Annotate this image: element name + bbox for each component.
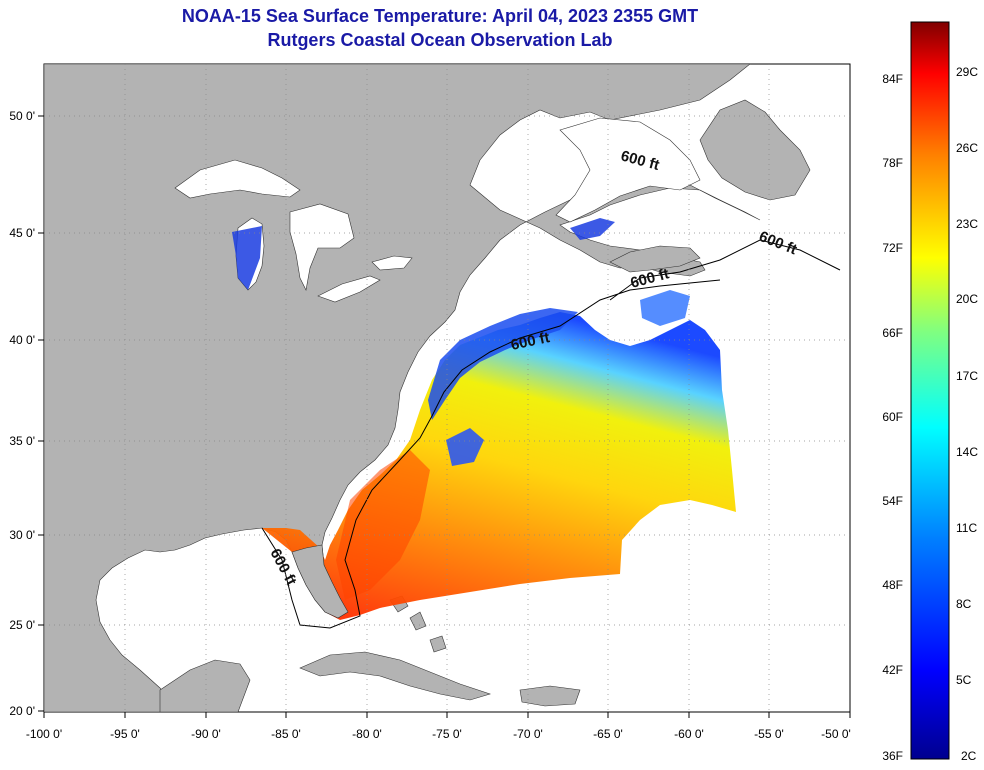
nova-scotia-land: [609, 245, 701, 273]
colorbar-c-label: 14C: [956, 445, 978, 459]
colorbar-f-label: 54F: [882, 494, 903, 508]
lat-label: 35 0': [9, 434, 35, 448]
isobath-600ft: [261, 239, 841, 629]
lake-huron: [289, 203, 355, 291]
cold-patch-4: [570, 218, 615, 240]
lon-label: -80 0': [352, 727, 382, 741]
lon-label: -95 0': [110, 727, 140, 741]
lat-label: 50 0': [9, 109, 35, 123]
newfoundland-land: [699, 99, 811, 201]
lake-erie: [317, 275, 381, 303]
colorbar-c-label: 23C: [956, 217, 978, 231]
lon-label: -100 0': [26, 727, 62, 741]
lake-ontario: [371, 255, 413, 271]
colorbar-c-label: 26C: [956, 141, 978, 155]
colorbar-f-label: 48F: [882, 578, 903, 592]
cold-eddy-2: [232, 226, 262, 290]
colorbar-c-label: 29C: [956, 65, 978, 79]
longitude-labels: -100 0' -95 0' -90 0' -85 0' -80 0' -75 …: [26, 727, 851, 741]
latitude-labels: 50 0' 45 0' 40 0' 35 0' 30 0' 25 0' 20 0…: [9, 109, 35, 718]
colorbar-c-label: 20C: [956, 292, 978, 306]
colorbar-c-label: 17C: [956, 369, 978, 383]
map-subtitle: Rutgers Coastal Ocean Observation Lab: [267, 30, 613, 50]
colorbar-c-label: 11C: [956, 521, 977, 535]
colorbar-c-label: 8C: [956, 597, 972, 611]
lat-label: 20 0': [9, 704, 35, 718]
map-title: NOAA-15 Sea Surface Temperature: April 0…: [181, 6, 699, 26]
colorbar-f-label: 72F: [882, 241, 903, 255]
lat-label: 25 0': [9, 618, 35, 632]
colorbar-c-label: 2C: [961, 749, 977, 763]
lon-label: -85 0': [271, 727, 301, 741]
lat-label: 30 0': [9, 528, 35, 542]
graticule: [44, 64, 850, 712]
yucatan-land: [159, 659, 251, 712]
north-america-land: [44, 64, 761, 712]
lon-label: -65 0': [593, 727, 623, 741]
map-content: 600 ft 600 ft 600 ft 600 ft 600 ft: [44, 64, 850, 712]
colorbar-f-label: 36F: [882, 749, 903, 763]
colorbar-f-label: 84F: [882, 72, 903, 86]
colorbar-f-label: 78F: [882, 156, 903, 170]
colorbar-c-label: 5C: [956, 673, 972, 687]
lon-label: -55 0': [754, 727, 784, 741]
lon-label: -70 0': [513, 727, 543, 741]
colorbar-c-labels: 29C 26C 23C 20C 17C 14C 11C 8C 5C 2C: [956, 65, 978, 763]
cold-eddy-1: [446, 428, 484, 466]
florida-land: [291, 544, 349, 619]
cold-shelf-water: [428, 308, 578, 420]
lon-label: -75 0': [432, 727, 462, 741]
colorbar-f-label: 42F: [882, 663, 903, 677]
hispaniola-land: [519, 685, 581, 707]
colorbar: [910, 21, 950, 760]
lat-label: 45 0': [9, 226, 35, 240]
axis-ticks: [38, 115, 851, 718]
colorbar-f-label: 66F: [882, 326, 903, 340]
gulf-st-lawrence: [555, 117, 701, 223]
warm-gulf-stream: [336, 450, 430, 600]
lat-label: 40 0': [9, 333, 35, 347]
lon-label: -50 0': [821, 727, 851, 741]
lon-label: -90 0': [191, 727, 221, 741]
lon-label: -60 0': [674, 727, 704, 741]
colorbar-f-labels: 84F 78F 72F 66F 60F 54F 48F 42F 36F: [882, 72, 903, 763]
cold-eddy-3: [640, 290, 690, 326]
colorbar-f-label: 60F: [882, 410, 903, 424]
cuba-land: [299, 651, 491, 701]
